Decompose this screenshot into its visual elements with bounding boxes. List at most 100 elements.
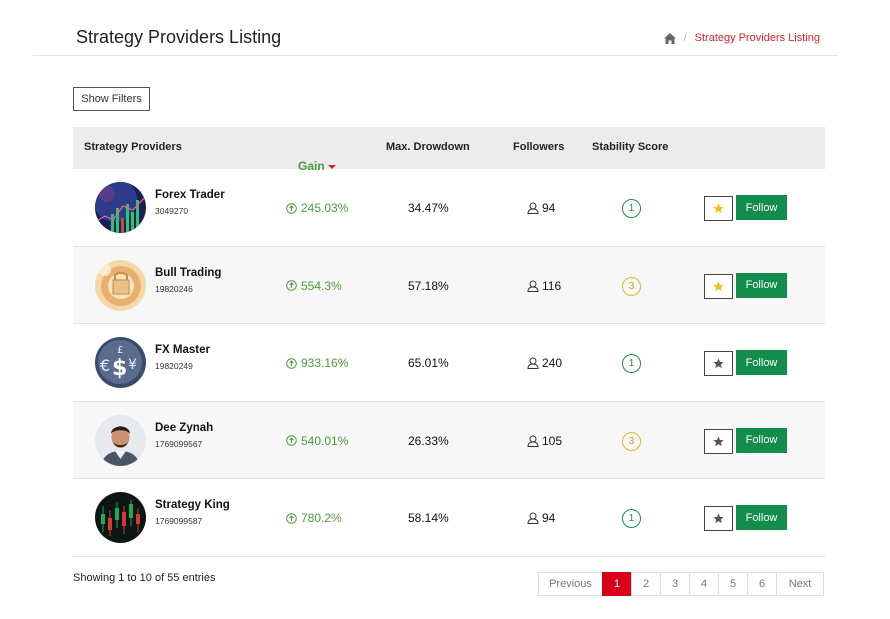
followers-value: 94 <box>527 201 555 215</box>
favorite-button[interactable] <box>704 196 733 221</box>
favorite-button[interactable] <box>704 351 733 376</box>
page-header: Strategy Providers Listing / Strategy Pr… <box>33 0 838 56</box>
drawdown-value: 58.14% <box>408 511 449 525</box>
followers-value: 116 <box>527 279 561 293</box>
breadcrumb-current: Strategy Providers Listing <box>694 32 820 44</box>
provider-name[interactable]: Dee Zynah <box>155 421 214 434</box>
arrow-up-circle-icon <box>286 357 297 369</box>
arrow-up-circle-icon <box>286 202 297 214</box>
provider-name[interactable]: Forex Trader <box>155 189 225 201</box>
column-header-followers: Followers <box>513 141 565 153</box>
avatar[interactable] <box>95 414 146 466</box>
gain-text: 245.03% <box>301 201 349 215</box>
user-icon <box>527 435 539 447</box>
follow-button[interactable]: Follow <box>736 195 787 220</box>
home-icon[interactable] <box>663 32 676 44</box>
stability-score-badge: 1 <box>622 354 641 373</box>
stability-score-badge: 3 <box>622 431 641 451</box>
star-icon <box>713 280 724 291</box>
follow-button[interactable]: Follow <box>736 350 787 375</box>
breadcrumb: / Strategy Providers Listing <box>663 32 820 44</box>
follow-button[interactable]: Follow <box>736 272 787 298</box>
gain-value: 245.03% <box>286 201 348 215</box>
drawdown-value: 34.47% <box>408 201 449 215</box>
pagination: Previous 1 2 3 4 5 6 Next <box>538 572 824 596</box>
column-header-gain[interactable]: Gain <box>298 159 336 173</box>
svg-text:€: € <box>100 356 110 375</box>
column-header-stability: Stability Score <box>592 141 669 153</box>
provider-name[interactable]: FX Master <box>155 344 210 356</box>
sort-desc-icon <box>327 164 336 169</box>
provider-id: 19820249 <box>155 361 193 371</box>
followers-text: 240 <box>542 356 563 370</box>
user-icon <box>527 512 539 524</box>
pagination-page-1[interactable]: 1 <box>602 572 632 596</box>
provider-name[interactable]: Bull Trading <box>155 266 222 279</box>
followers-value: 105 <box>527 434 562 448</box>
arrow-up-circle-icon <box>286 512 297 524</box>
provider-name[interactable]: Strategy King <box>155 499 230 511</box>
avatar[interactable]: € $ ¥ £ <box>95 337 146 388</box>
gain-value: 540.01% <box>286 434 348 448</box>
drawdown-value: 26.33% <box>408 433 449 448</box>
favorite-button[interactable] <box>704 506 733 531</box>
pagination-page-2[interactable]: 2 <box>631 572 661 596</box>
pagination-next[interactable]: Next <box>776 572 824 596</box>
avatar[interactable] <box>95 492 146 543</box>
provider-id: 1769099587 <box>155 516 203 526</box>
gain-value: 933.16% <box>286 356 348 370</box>
favorite-button[interactable] <box>704 428 733 454</box>
follow-button[interactable]: Follow <box>736 427 787 453</box>
show-filters-button[interactable]: Show Filters <box>73 87 150 111</box>
pagination-page-3[interactable]: 3 <box>660 572 690 596</box>
drawdown-value: 65.01% <box>408 356 449 370</box>
followers-text: 116 <box>542 278 562 293</box>
pagination-page-5[interactable]: 5 <box>718 572 748 596</box>
arrow-up-circle-icon <box>286 435 297 446</box>
followers-text: 94 <box>542 511 556 525</box>
provider-id: 1769099567 <box>155 438 203 449</box>
avatar[interactable] <box>95 182 146 233</box>
user-icon <box>527 357 539 369</box>
stability-score-badge: 3 <box>622 276 641 296</box>
arrow-up-circle-icon <box>286 280 297 291</box>
gain-text: 933.16% <box>301 356 349 370</box>
column-header-provider: Strategy Providers <box>84 141 182 153</box>
column-header-gain-label: Gain <box>298 159 325 173</box>
table-header: Strategy Providers Gain Max. Drowdown Fo… <box>73 127 825 173</box>
followers-value: 240 <box>527 356 562 370</box>
followers-text: 94 <box>542 201 556 215</box>
column-header-drawdown: Max. Drowdown <box>386 141 470 153</box>
pagination-page-6[interactable]: 6 <box>747 572 777 596</box>
svg-text:£: £ <box>117 345 123 356</box>
gain-value: 780.2% <box>286 511 342 525</box>
user-icon <box>527 280 539 292</box>
table-row: € $ ¥ £ FX Master 19820249 933.16% 65.01… <box>73 324 825 402</box>
pagination-page-4[interactable]: 4 <box>689 572 719 596</box>
provider-id: 19820246 <box>155 283 193 294</box>
table-row: Strategy King 1769099587 780.2% 58.14% 9… <box>73 479 825 557</box>
provider-id: 3049270 <box>155 206 189 216</box>
favorite-button[interactable] <box>704 273 733 299</box>
follow-button[interactable]: Follow <box>736 505 787 530</box>
stability-score-badge: 1 <box>622 509 641 528</box>
gain-text: 554.3% <box>301 278 342 293</box>
providers-table: Strategy Providers Gain Max. Drowdown Fo… <box>73 127 825 557</box>
star-icon <box>713 513 724 524</box>
star-icon <box>713 435 724 446</box>
table-row: Dee Zynah 1769099567 540.01% 26.33% 105 … <box>73 401 825 479</box>
breadcrumb-separator: / <box>683 32 687 44</box>
followers-text: 105 <box>542 433 563 448</box>
pagination-previous[interactable]: Previous <box>538 572 603 596</box>
star-icon <box>713 203 724 214</box>
avatar[interactable] <box>95 259 146 311</box>
page-title: Strategy Providers Listing <box>76 27 282 47</box>
followers-value: 94 <box>527 511 555 525</box>
star-icon <box>713 358 724 369</box>
drawdown-value: 57.18% <box>408 278 449 293</box>
gain-value: 554.3% <box>286 279 342 293</box>
svg-text:$: $ <box>112 356 127 381</box>
entries-info: Showing 1 to 10 of 55 entries <box>73 572 216 584</box>
table-row: Bull Trading 19820246 554.3% 57.18% 116 … <box>73 246 825 324</box>
stability-score-badge: 1 <box>622 199 641 218</box>
